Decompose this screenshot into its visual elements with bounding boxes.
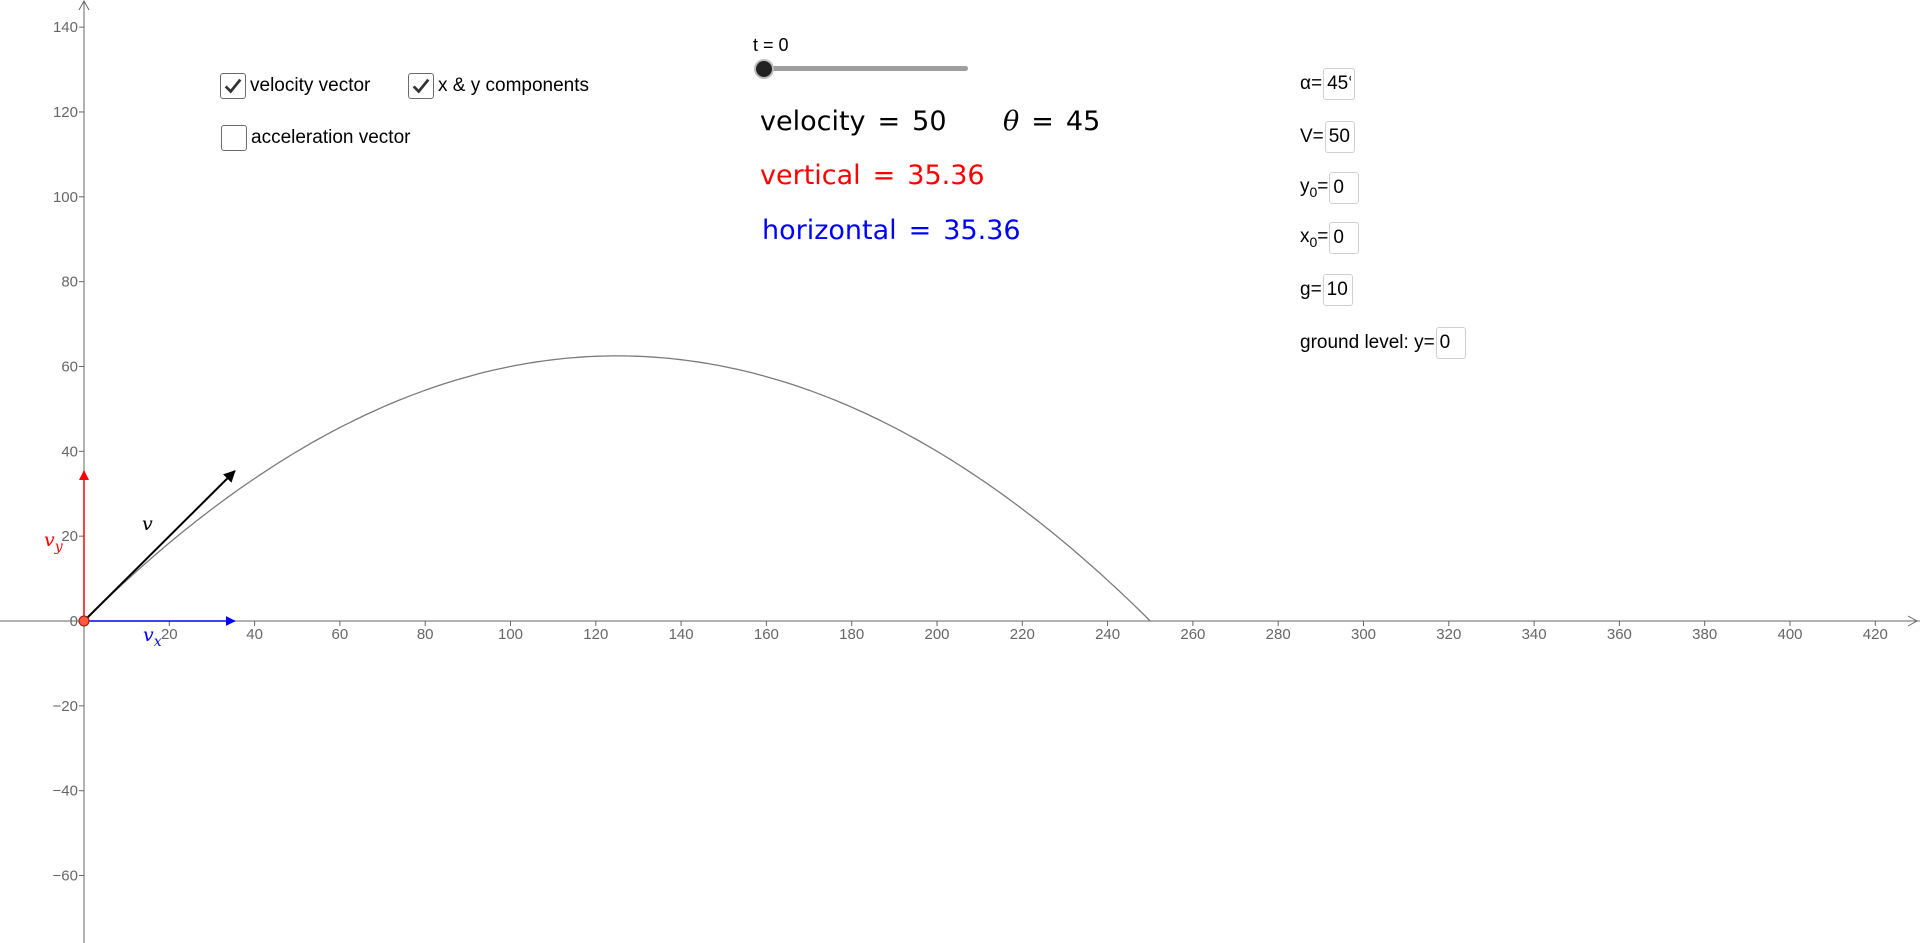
- trajectory-curve[interactable]: [83, 355, 1151, 622]
- y0-label: y0=: [1300, 176, 1329, 200]
- check-icon: [412, 78, 430, 94]
- acceleration-vector-label: acceleration vector: [251, 127, 411, 148]
- time-slider-label: t = 0: [753, 35, 789, 55]
- vertical-readout: vertical = 35.36: [760, 160, 985, 191]
- y-tick-label: 120: [53, 104, 78, 121]
- x-tick-label: 340: [1522, 626, 1547, 643]
- x-tick-label: 140: [669, 626, 694, 643]
- projectile-point[interactable]: [78, 615, 90, 627]
- check-icon: [224, 78, 242, 94]
- x-tick-label: 280: [1266, 626, 1291, 643]
- x-tick-label: 360: [1607, 626, 1632, 643]
- x0-input[interactable]: [1329, 222, 1360, 254]
- x-tick-label: 120: [583, 626, 608, 643]
- velocity-readout: velocity = 50: [760, 106, 947, 137]
- gravity-input[interactable]: [1322, 274, 1353, 306]
- acceleration-vector-toggle[interactable]: acceleration vector: [221, 125, 410, 151]
- ground-level-param: ground level: y=: [1300, 327, 1466, 359]
- y-tick-label: 20: [61, 528, 78, 545]
- acceleration-vector-checkbox[interactable]: [221, 125, 247, 151]
- x-tick-label: 300: [1351, 626, 1376, 643]
- y-tick-label: 80: [61, 274, 78, 291]
- x-tick-label: 420: [1863, 626, 1888, 643]
- y-tick-label: −40: [53, 783, 78, 800]
- x-tick-label: 320: [1436, 626, 1461, 643]
- y-tick-label: −60: [53, 868, 78, 885]
- y-tick-label: 140: [53, 19, 78, 36]
- components-checkbox[interactable]: [408, 73, 434, 99]
- velocity-vector-label: velocity vector: [250, 75, 371, 96]
- velocity-input[interactable]: [1324, 121, 1355, 153]
- ground-level-input[interactable]: [1435, 327, 1466, 359]
- x-tick-label: 400: [1777, 626, 1802, 643]
- x-tick-label: 240: [1095, 626, 1120, 643]
- x-tick-label: 380: [1692, 626, 1717, 643]
- x-tick-label: 80: [417, 626, 434, 643]
- components-toggle[interactable]: x & y components: [408, 73, 589, 99]
- tick-labels: 20 40 60 80 100 120 140 160 180 200 220 240 260 280 30…: [53, 19, 1888, 884]
- x-tick-label: 20: [161, 626, 178, 643]
- alpha-param: α=: [1300, 68, 1356, 100]
- vy-label: vy: [44, 529, 64, 555]
- x-tick-label: 260: [1180, 626, 1205, 643]
- y0-input[interactable]: [1329, 172, 1360, 204]
- x-tick-label: 160: [754, 626, 779, 643]
- gravity-param: g=: [1300, 274, 1353, 306]
- components-label: x & y components: [438, 75, 590, 96]
- x0-param: x0=: [1300, 222, 1360, 254]
- velocity-vector-toggle[interactable]: velocity vector: [220, 73, 370, 99]
- time-slider-track[interactable]: [763, 66, 968, 71]
- time-slider-handle[interactable]: [756, 61, 772, 77]
- y-tick-label: 60: [61, 358, 78, 375]
- x-axis-arrow: [1907, 615, 1919, 627]
- horizontal-readout: horizontal = 35.36: [762, 215, 1021, 246]
- x-tick-label: 200: [924, 626, 949, 643]
- velocity-param: V=: [1300, 121, 1355, 153]
- x-tick-label: 60: [332, 626, 349, 643]
- y-tick-label: 40: [61, 443, 78, 460]
- x-tick-label: 40: [246, 626, 263, 643]
- velocity-vector[interactable]: [83, 470, 236, 622]
- y0-param: y0=: [1300, 172, 1360, 204]
- velocity-vector-checkbox[interactable]: [220, 73, 246, 99]
- y-tick-label: 0: [70, 613, 78, 630]
- theta-readout: θ = 45: [1003, 106, 1101, 137]
- y-tick-label: −20: [53, 698, 78, 715]
- vx-label: vx: [143, 624, 162, 650]
- x-tick-label: 220: [1010, 626, 1035, 643]
- alpha-input[interactable]: [1323, 68, 1356, 100]
- x-tick-label: 100: [498, 626, 523, 643]
- x-tick-label: 180: [839, 626, 864, 643]
- x0-label: x0=: [1300, 226, 1329, 250]
- y-axis-arrow: [78, 0, 90, 11]
- y-tick-label: 100: [53, 189, 78, 206]
- velocity-vector-label: v: [142, 513, 153, 535]
